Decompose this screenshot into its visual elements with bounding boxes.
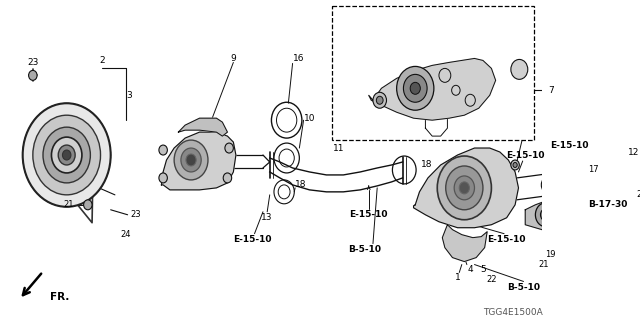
Text: E-15-10: E-15-10 bbox=[234, 235, 272, 244]
Circle shape bbox=[51, 137, 82, 173]
Text: 25: 25 bbox=[636, 190, 640, 199]
Circle shape bbox=[159, 145, 168, 155]
Text: 23: 23 bbox=[131, 210, 141, 219]
Text: B-17-30: B-17-30 bbox=[588, 200, 628, 209]
Circle shape bbox=[437, 156, 492, 220]
Circle shape bbox=[376, 96, 383, 104]
Circle shape bbox=[22, 103, 111, 207]
Circle shape bbox=[445, 166, 483, 210]
Text: 20: 20 bbox=[84, 173, 95, 182]
Polygon shape bbox=[413, 148, 518, 228]
Polygon shape bbox=[161, 132, 236, 190]
Text: B-5-10: B-5-10 bbox=[348, 245, 381, 254]
Circle shape bbox=[454, 176, 474, 200]
Text: 14: 14 bbox=[364, 91, 374, 100]
Polygon shape bbox=[525, 198, 566, 232]
Text: TGG4E1500A: TGG4E1500A bbox=[483, 308, 543, 317]
Text: 24: 24 bbox=[121, 230, 131, 239]
Circle shape bbox=[43, 127, 90, 183]
Text: 18: 18 bbox=[295, 180, 307, 189]
Circle shape bbox=[460, 182, 469, 194]
Text: 17: 17 bbox=[588, 165, 598, 174]
Text: 15: 15 bbox=[387, 49, 397, 58]
Text: 21: 21 bbox=[539, 260, 549, 269]
Text: 12: 12 bbox=[628, 148, 639, 156]
Bar bbox=[332, 6, 534, 140]
Circle shape bbox=[573, 169, 579, 175]
Circle shape bbox=[186, 154, 196, 166]
Text: 7: 7 bbox=[548, 86, 554, 95]
Circle shape bbox=[63, 150, 71, 160]
Text: 9: 9 bbox=[230, 54, 236, 63]
Text: 23: 23 bbox=[27, 58, 38, 67]
Text: B-5-10: B-5-10 bbox=[507, 283, 540, 292]
Circle shape bbox=[540, 209, 550, 221]
Circle shape bbox=[174, 140, 208, 180]
Circle shape bbox=[511, 60, 528, 79]
Circle shape bbox=[225, 143, 234, 153]
Circle shape bbox=[181, 148, 201, 172]
Polygon shape bbox=[426, 112, 447, 136]
Circle shape bbox=[410, 82, 420, 94]
Circle shape bbox=[604, 153, 612, 163]
Circle shape bbox=[397, 67, 434, 110]
Text: 6: 6 bbox=[521, 126, 527, 135]
Polygon shape bbox=[442, 225, 487, 261]
Text: 21: 21 bbox=[63, 200, 74, 209]
Polygon shape bbox=[179, 118, 227, 136]
Text: 13: 13 bbox=[262, 213, 273, 222]
Circle shape bbox=[511, 160, 519, 170]
Circle shape bbox=[570, 165, 582, 179]
Text: E-15-10: E-15-10 bbox=[349, 210, 388, 219]
Circle shape bbox=[403, 74, 427, 102]
Text: 22: 22 bbox=[486, 275, 497, 284]
Circle shape bbox=[84, 200, 92, 210]
Text: 11: 11 bbox=[333, 144, 345, 153]
Text: 1: 1 bbox=[454, 273, 460, 282]
Text: E-15-10: E-15-10 bbox=[488, 235, 526, 244]
Text: 4: 4 bbox=[467, 265, 473, 274]
Text: 16: 16 bbox=[292, 54, 304, 63]
Circle shape bbox=[536, 203, 556, 227]
Circle shape bbox=[223, 173, 232, 183]
Text: FR.: FR. bbox=[50, 292, 69, 302]
Text: E-15-10: E-15-10 bbox=[506, 150, 545, 160]
Circle shape bbox=[29, 70, 37, 80]
Text: 18: 18 bbox=[420, 160, 432, 170]
Text: 5: 5 bbox=[480, 265, 486, 274]
Circle shape bbox=[373, 92, 387, 108]
Text: 8: 8 bbox=[445, 101, 451, 110]
Polygon shape bbox=[369, 59, 495, 120]
Text: 3: 3 bbox=[127, 91, 132, 100]
Circle shape bbox=[58, 145, 75, 165]
Circle shape bbox=[159, 173, 168, 183]
Text: 2: 2 bbox=[99, 56, 105, 65]
Text: E-15-10: E-15-10 bbox=[550, 140, 589, 149]
Circle shape bbox=[541, 176, 557, 194]
Text: 10: 10 bbox=[304, 114, 316, 123]
Circle shape bbox=[33, 115, 100, 195]
Circle shape bbox=[513, 163, 517, 167]
Text: 19: 19 bbox=[545, 250, 556, 259]
